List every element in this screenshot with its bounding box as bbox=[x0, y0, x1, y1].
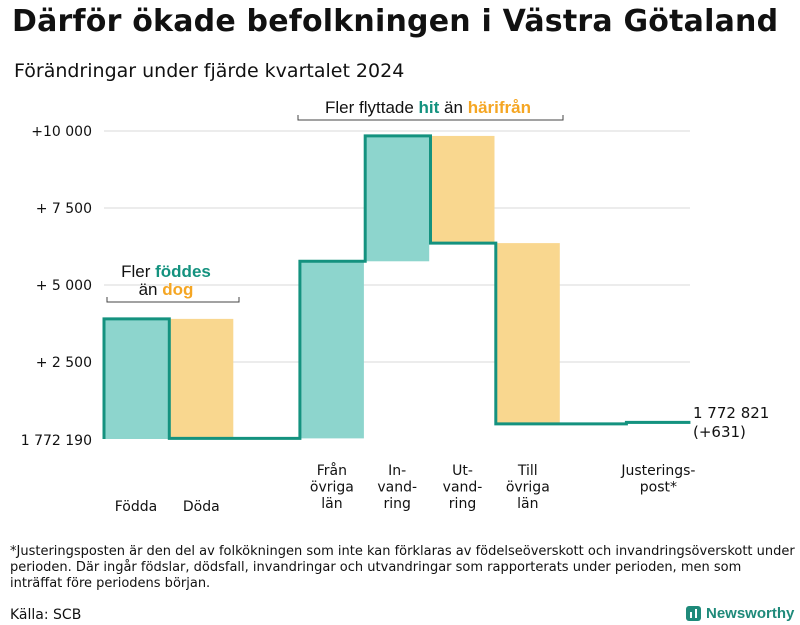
waterfall-chart: + 2 500 + 5 000 + 7 500 +10 000 1 772 190 Föd… bbox=[21, 98, 770, 515]
source-label: Källa: SCB bbox=[10, 607, 82, 623]
x-tick-label: vand- bbox=[377, 480, 417, 496]
end-change-label: (+631) bbox=[693, 423, 746, 441]
x-tick-label: post* bbox=[640, 480, 677, 496]
x-tick-label: ring bbox=[383, 496, 410, 512]
x-tick-label: In- bbox=[388, 463, 406, 479]
x-tick-label: Döda bbox=[183, 499, 220, 515]
footnote: *Justeringsposten är den del av folkökni… bbox=[10, 544, 795, 591]
cumulative-line bbox=[102, 134, 691, 440]
bar-invandring bbox=[365, 135, 430, 262]
x-tick-label: län bbox=[517, 496, 538, 512]
bar-till-övriga-län bbox=[495, 243, 560, 424]
x-tick-label: län bbox=[321, 496, 342, 512]
brand-logo: Newsworthy bbox=[686, 603, 794, 623]
y-tick-label: + 7 500 bbox=[36, 201, 92, 217]
y-tick-label: + 2 500 bbox=[36, 355, 92, 371]
x-tick-label: Födda bbox=[115, 499, 157, 515]
x-tick-label: Justerings- bbox=[620, 463, 695, 479]
y-tick-label: + 5 000 bbox=[36, 278, 92, 294]
annotation-births-line2: än dog bbox=[139, 280, 194, 299]
x-tick-label: Från bbox=[317, 462, 347, 479]
chart-subtitle: Förändringar under fjärde kvartalet 2024 bbox=[14, 60, 405, 82]
chart-title: Därför ökade befolkningen i Västra Götal… bbox=[12, 4, 779, 39]
annotation-births-bracket bbox=[106, 297, 240, 303]
end-value-label: 1 772 821 bbox=[693, 404, 769, 422]
bar-från-övriga-län bbox=[299, 261, 364, 439]
chart-logo-icon bbox=[686, 605, 701, 621]
x-tick-label: övriga bbox=[506, 480, 550, 496]
brand-name: Newsworthy bbox=[706, 604, 795, 622]
x-tick-label: vand- bbox=[443, 480, 483, 496]
bar-döda bbox=[169, 318, 234, 439]
x-tick-label: ring bbox=[449, 496, 476, 512]
annotation-births: Fler föddes bbox=[121, 262, 211, 281]
start-value-label: 1 772 190 bbox=[21, 433, 92, 449]
x-tick-label: Till bbox=[517, 463, 538, 479]
annotation-migration-bracket bbox=[297, 115, 564, 121]
annotation-migration: Fler flyttade hit än härifrån bbox=[325, 98, 531, 117]
y-tick-label: +10 000 bbox=[31, 124, 92, 140]
x-tick-label: övriga bbox=[310, 480, 354, 496]
bar-utvandring bbox=[430, 135, 495, 244]
x-tick-label: Ut- bbox=[452, 463, 473, 479]
bar-födda bbox=[104, 318, 168, 439]
